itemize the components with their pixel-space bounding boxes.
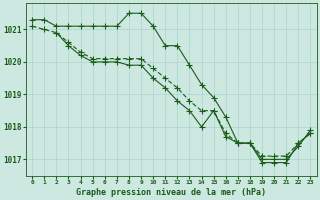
X-axis label: Graphe pression niveau de la mer (hPa): Graphe pression niveau de la mer (hPa) [76,188,266,197]
